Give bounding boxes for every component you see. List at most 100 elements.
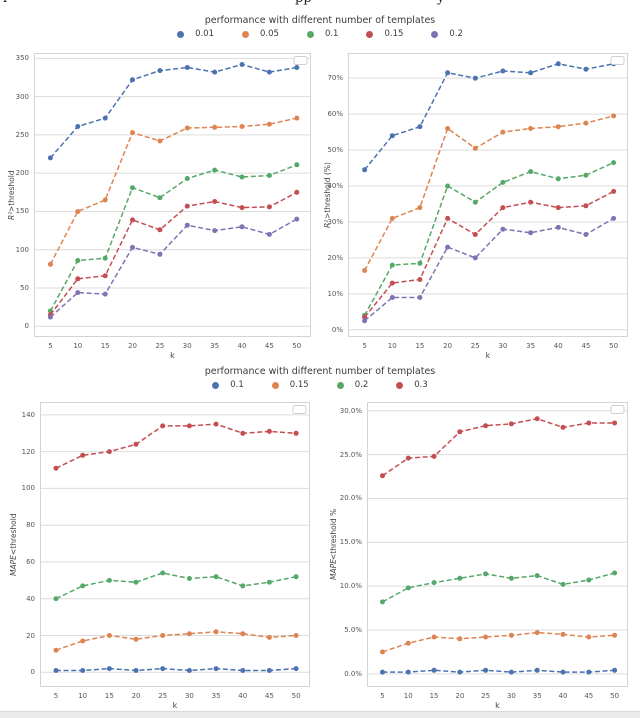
- data-point: [266, 428, 272, 434]
- data-point: [240, 631, 246, 637]
- data-point: [80, 638, 86, 644]
- legend-bottom-entries: 0.1 0.15 0.2 0.3: [0, 380, 640, 390]
- data-point: [160, 423, 166, 429]
- data-point: [472, 199, 478, 205]
- data-point: [405, 585, 411, 591]
- legend-entry: 0.05: [242, 29, 279, 39]
- data-point: [417, 260, 423, 266]
- x-tick-label: 25: [155, 342, 165, 350]
- data-point: [157, 195, 163, 201]
- data-point: [508, 669, 514, 675]
- x-tick-label: 10: [78, 692, 88, 700]
- data-point: [239, 174, 245, 180]
- data-point: [362, 167, 368, 173]
- data-point: [53, 596, 59, 602]
- y-tick-label: 25.0%: [339, 450, 362, 459]
- x-tick-label: 45: [581, 342, 591, 350]
- y-tick-label: 200: [15, 169, 29, 178]
- x-axis-label: k: [170, 351, 175, 360]
- x-tick-label: 40: [553, 342, 563, 350]
- y-tick-label: 5.0%: [344, 626, 362, 634]
- data-point: [380, 473, 385, 479]
- legend-entry-label: 0.1: [230, 380, 244, 390]
- data-point: [389, 215, 395, 221]
- y-tick-label: 100: [15, 245, 29, 254]
- plot-border: [40, 402, 310, 687]
- data-point: [157, 68, 163, 74]
- legend-entry-label: 0.1: [324, 29, 339, 39]
- x-tick-label: 15: [429, 692, 439, 700]
- y-axis-label-math: MAPE: [329, 559, 338, 581]
- x-tick-label: 50: [292, 342, 302, 350]
- data-point: [508, 575, 514, 581]
- x-tick-label: 50: [291, 692, 301, 700]
- x-tick-label: 40: [238, 692, 248, 700]
- x-tick-label: 20: [131, 692, 141, 700]
- y-tick-label: 0%: [331, 325, 343, 334]
- x-tick-label: 5: [380, 692, 385, 700]
- data-point: [417, 124, 423, 130]
- data-point: [405, 669, 411, 675]
- x-tick-label: 15: [100, 342, 110, 350]
- data-point: [555, 224, 561, 230]
- data-point: [47, 155, 53, 161]
- x-tick-label: 30: [184, 692, 194, 700]
- data-point: [102, 197, 108, 203]
- data-point: [293, 666, 299, 672]
- data-point: [611, 113, 617, 119]
- data-point: [106, 633, 112, 638]
- data-point: [362, 314, 368, 320]
- empty-legend-box: [292, 405, 307, 414]
- data-point: [184, 176, 190, 181]
- cropped-text-fragment: pp: [295, 0, 312, 6]
- data-point: [389, 295, 395, 300]
- data-point: [500, 129, 506, 135]
- data-point: [75, 276, 81, 282]
- data-point: [472, 232, 478, 237]
- data-point: [612, 632, 618, 638]
- data-point: [534, 667, 540, 673]
- data-point: [293, 574, 299, 580]
- legend-top: performance with different number of tem…: [0, 15, 640, 39]
- data-point: [106, 449, 112, 455]
- data-point: [500, 226, 506, 232]
- data-point: [583, 66, 589, 72]
- data-point: [457, 429, 463, 435]
- series-line-0.15: [49, 191, 298, 316]
- x-tick-label: 45: [264, 342, 274, 350]
- data-point: [405, 640, 411, 646]
- y-axis-label-rest: >threshold (%): [323, 162, 332, 220]
- chart-mape-threshold-percent: 0.0% 5.0% 10.0% 15.0% 20.0% 25.0% 30.0% 5 10 15 20…: [329, 402, 628, 710]
- y-tick-label: 15.0%: [339, 538, 362, 547]
- data-point: [186, 576, 192, 581]
- series-line-0.1: [49, 164, 298, 312]
- legend-entry: 0.1: [212, 380, 244, 390]
- y-tick-label: 120: [21, 447, 35, 456]
- legend-entry-label: 0.15: [384, 29, 404, 39]
- data-point: [240, 583, 246, 589]
- data-point: [560, 581, 566, 587]
- x-tick-label: 35: [210, 342, 220, 350]
- data-point: [500, 205, 506, 211]
- y-tick-label: 300: [15, 92, 29, 101]
- data-point: [130, 185, 135, 191]
- empty-legend-box: [610, 56, 625, 65]
- data-point: [389, 280, 395, 286]
- data-point: [528, 70, 534, 76]
- y-axis-label-rest: >threshold: [7, 170, 16, 212]
- series-line-0.15: [364, 190, 614, 318]
- data-point: [53, 668, 59, 673]
- legend-bottom: performance with different number of tem…: [0, 366, 640, 390]
- x-tick-label: 45: [264, 692, 274, 700]
- data-point: [186, 631, 192, 637]
- x-tick-label: 40: [558, 692, 568, 700]
- x-tick-label: 5: [48, 342, 53, 350]
- empty-legend-box: [293, 56, 308, 65]
- data-point: [500, 68, 506, 74]
- data-point: [266, 579, 272, 585]
- x-tick-label: 50: [609, 342, 619, 350]
- data-point: [583, 172, 589, 178]
- y-tick-label: 50%: [327, 146, 343, 155]
- data-point: [184, 203, 190, 209]
- data-point: [212, 167, 218, 173]
